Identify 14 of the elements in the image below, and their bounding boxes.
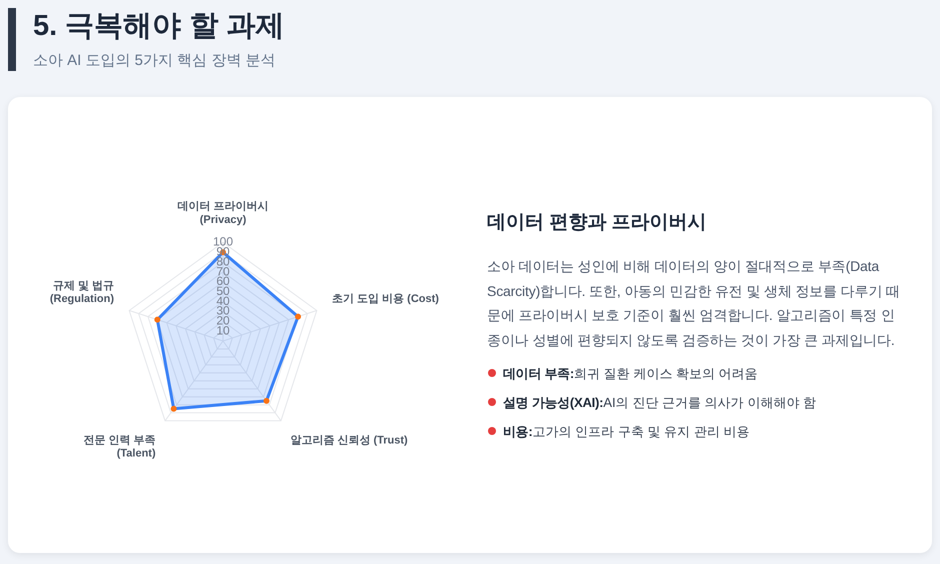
text: 비용:고가의 인프라 구축 및 유지 관리 비용	[503, 424, 750, 439]
spoke-label: 초기 도입 비용 (Cost)	[332, 293, 440, 306]
spoke-label: 알고리즘 신뢰성 (Trust)	[290, 434, 408, 446]
spoke-label: 데이터 프라이버시 (Privacy)	[177, 200, 269, 226]
text: 설명 가능성(XAI):AI의 진단 근거를 의사가 이해해야 함	[503, 394, 816, 410]
spoke-label: 규제 및 법규 (Regulation)	[50, 280, 114, 306]
y-tick-label: 10	[216, 323, 230, 338]
y-tick-label: 80	[216, 254, 230, 268]
chart-title: 5. 극복해야 할 과제	[33, 9, 284, 43]
text: 데이터 편향과 프라이버시	[487, 211, 708, 235]
text: 소아 데이터는 성인에 비해 데이터의 양이 절대적으로 부족(Data Scarcity)합니다. 또한, 아동의 민감한 유전 및 생체 정보를 다루기 때문에 프라이버시 보호 기준이 훨씬 엄격합니다. 알고리즘이 특정 인종이나 성별에 편향되지 않도록 검증하는 것이 가장 큰 과제입니다.	[487, 257, 901, 350]
text: 데이터 부족:희귀 질환 케이스 확보의 어려움	[503, 366, 758, 381]
spoke-label: 전문 인력 부족 (Talent)	[84, 434, 156, 460]
chart-subtitle: 소아 AI 도입의 5가지 핵심 장벽 분석	[33, 51, 276, 71]
